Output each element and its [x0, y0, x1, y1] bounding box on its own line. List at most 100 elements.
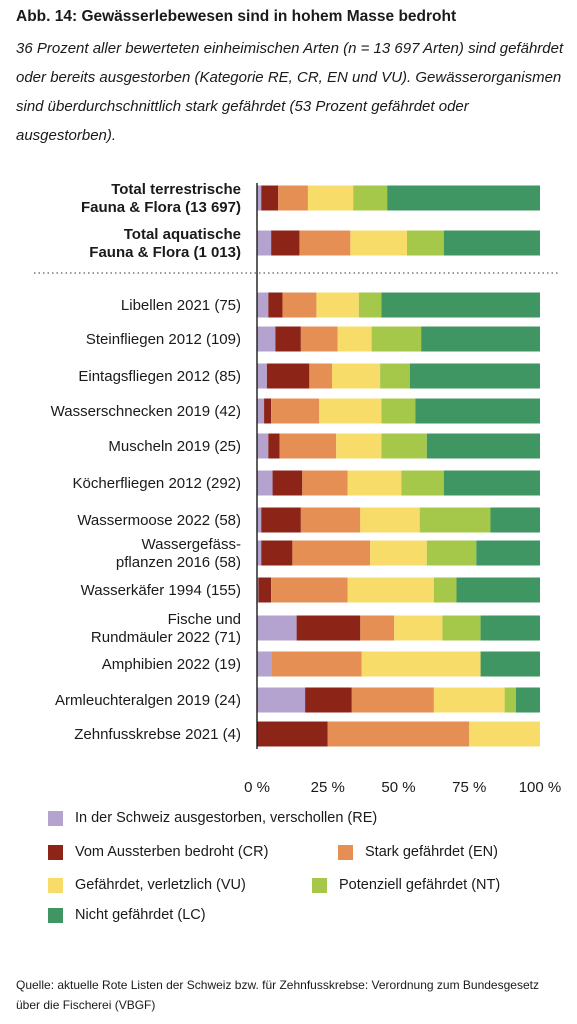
bar-segment-lc-5 [415, 398, 540, 424]
legend-swatch-en [338, 844, 353, 860]
bar-segment-en-3 [300, 326, 338, 352]
category-label-13: Armleuchteralgen 2019 (24) [55, 692, 241, 709]
bar-segment-vu-1 [350, 230, 407, 256]
bar-segment-vu-9 [370, 540, 427, 566]
legend-item-cr: Vom Aussterben bedroht (CR) [48, 844, 268, 860]
bar-segment-lc-4 [409, 363, 540, 389]
bar-segment-re-2 [257, 292, 269, 318]
bar-segment-re-12 [257, 651, 272, 677]
category-label-line: Rundmäuler 2022 (71) [91, 629, 241, 646]
bar-segment-nt-5 [381, 398, 416, 424]
bar-segment-cr-4 [266, 363, 310, 389]
bar-segment-nt-8 [419, 507, 491, 533]
bar-segment-lc-1 [443, 230, 540, 256]
bar-segment-nt-13 [504, 687, 516, 713]
bar-segment-nt-11 [442, 615, 481, 641]
bar-segment-cr-9 [261, 540, 293, 566]
bar-segment-cr-11 [296, 615, 361, 641]
legend-item-lc: Nicht gefährdet (LC) [48, 907, 206, 923]
legend-item-vu: Gefährdet, verletzlich (VU) [48, 877, 246, 893]
category-label-line: Muscheln 2019 (25) [108, 438, 241, 455]
legend-swatch-cr [48, 844, 63, 860]
bar-segment-en-8 [300, 507, 361, 533]
category-label-6: Muscheln 2019 (25) [108, 438, 241, 455]
bar-segment-lc-0 [387, 185, 540, 211]
category-label-line: Fauna & Flora (13 697) [81, 199, 241, 216]
chart-subtitle: 36 Prozent aller bewerteten einheimische… [16, 40, 564, 144]
category-label-line: Total terrestrische [111, 181, 241, 198]
bar-segment-vu-3 [337, 326, 372, 352]
bar-segment-lc-10 [456, 577, 540, 603]
legend-item-en: Stark gefährdet (EN) [338, 844, 498, 860]
x-tick-label-3: 75 % [452, 779, 486, 796]
category-label-10: Wasserkäfer 1994 (155) [81, 582, 241, 599]
legend-label-en: Stark gefährdet (EN) [365, 844, 498, 860]
bar-segment-en-7 [302, 470, 348, 496]
bar-segment-vu-4 [331, 363, 381, 389]
x-tick-label-2: 50 % [381, 779, 415, 796]
legend-label-nt: Potenziell gefährdet (NT) [339, 877, 501, 893]
bar-segment-en-13 [351, 687, 434, 713]
category-label-line: Armleuchteralgen 2019 (24) [55, 692, 241, 709]
category-label-4: Eintagsfliegen 2012 (85) [78, 368, 241, 385]
bar-segment-lc-3 [421, 326, 540, 352]
bar-segment-lc-12 [480, 651, 540, 677]
bar-segment-vu-5 [319, 398, 382, 424]
bar-segment-vu-12 [361, 651, 481, 677]
source-note: Quelle: aktuelle Rote Listen der Schweiz… [16, 978, 539, 1012]
bar-segment-re-13 [257, 687, 306, 713]
bar-segment-vu-0 [307, 185, 354, 211]
bar-segment-cr-13 [305, 687, 352, 713]
bar-segment-en-14 [327, 721, 470, 747]
bar-segment-lc-8 [490, 507, 540, 533]
bar-segment-cr-5 [264, 398, 272, 424]
category-label-line: Steinfliegen 2012 (109) [86, 331, 241, 348]
bar-segment-nt-2 [358, 292, 382, 318]
bar-segment-vu-6 [336, 433, 382, 459]
legend-swatch-vu [48, 877, 63, 893]
bar-segment-cr-7 [272, 470, 303, 496]
category-label-12: Amphibien 2022 (19) [102, 656, 241, 673]
bar-segment-en-2 [282, 292, 317, 318]
category-label-9: Wassergefäss-pflanzen 2016 (58) [116, 536, 241, 571]
category-label-2: Libellen 2021 (75) [121, 297, 241, 314]
bar-segment-nt-3 [371, 326, 422, 352]
legend-swatch-lc [48, 907, 63, 923]
bar-segment-nt-7 [401, 470, 444, 496]
category-label-line: Fische und [168, 611, 241, 628]
bar-segment-cr-3 [275, 326, 301, 352]
category-label-line: Wassergefäss- [142, 536, 241, 553]
category-label-line: Zehnfusskrebse 2021 (4) [74, 726, 241, 743]
bar-segment-re-8 [257, 507, 262, 533]
bar-segment-en-9 [292, 540, 371, 566]
bar-segment-cr-8 [261, 507, 301, 533]
bar-segment-vu-13 [433, 687, 505, 713]
legend-swatch-nt [312, 877, 327, 893]
bar-segment-en-4 [309, 363, 332, 389]
category-label-0: Total terrestrische Fauna & Flora (13 697… [81, 181, 241, 216]
category-label-11: Fische und Rundmäuler 2022 (71) [91, 611, 241, 646]
bar-segment-nt-0 [353, 185, 388, 211]
bar-segment-cr-14 [257, 721, 328, 747]
bar-segment-re-10 [257, 577, 259, 603]
category-label-line: Köcherfliegen 2012 (292) [73, 475, 241, 492]
legend-swatch-re [48, 810, 63, 826]
stacked-bar-chart: Total terrestrische Fauna & Flora (13 697… [34, 181, 561, 796]
category-label-line: Fauna & Flora (1 013) [89, 244, 241, 261]
bar-segment-nt-1 [406, 230, 444, 256]
bar-segment-vu-7 [347, 470, 402, 496]
bar-segment-nt-9 [426, 540, 477, 566]
bar-segment-en-6 [279, 433, 337, 459]
chart-title: Abb. 14: Gewässerlebewesen sind in hohem… [16, 8, 457, 25]
bar-segment-en-5 [271, 398, 320, 424]
category-label-8: Wassermoose 2022 (58) [77, 512, 241, 529]
bar-segment-cr-6 [268, 433, 280, 459]
category-label-line: Eintagsfliegen 2012 (85) [78, 368, 241, 385]
bar-segment-nt-10 [433, 577, 457, 603]
category-label-3: Steinfliegen 2012 (109) [86, 331, 241, 348]
category-label-7: Köcherfliegen 2012 (292) [73, 475, 241, 492]
bar-segment-vu-2 [316, 292, 359, 318]
bar-segment-re-9 [257, 540, 262, 566]
bar-segment-en-12 [271, 651, 362, 677]
category-label-14: Zehnfusskrebse 2021 (4) [74, 726, 241, 743]
